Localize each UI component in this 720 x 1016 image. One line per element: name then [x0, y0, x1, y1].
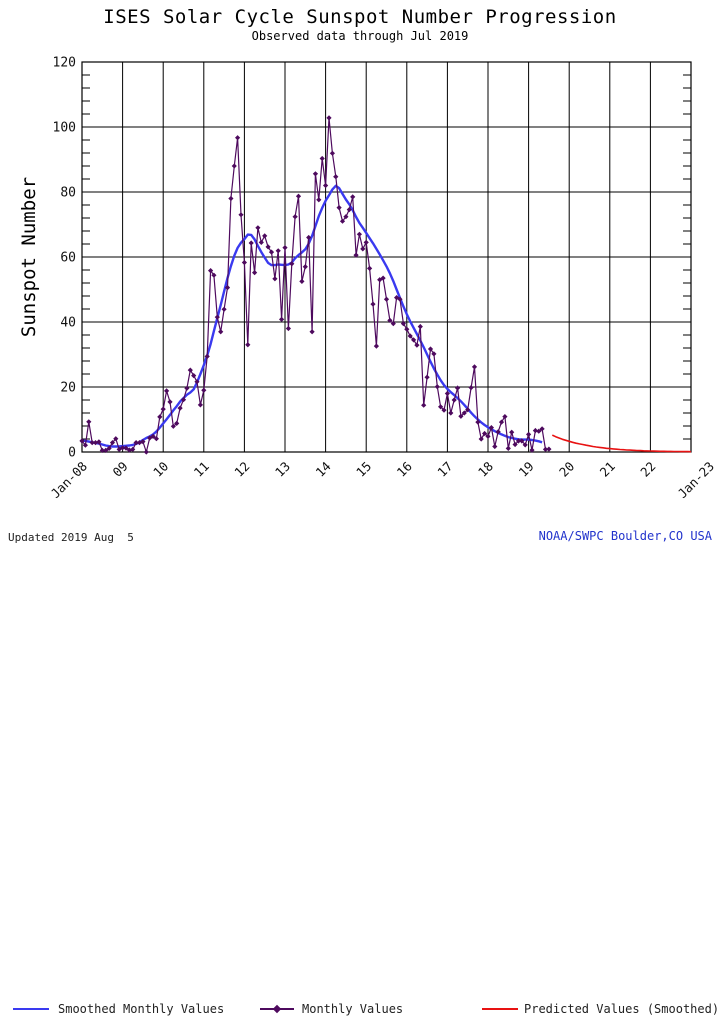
y-tick-label: 20: [60, 381, 76, 396]
chart-subtitle: Observed data through Jul 2019: [251, 29, 469, 43]
x-tick-label: 19: [515, 459, 536, 480]
x-tick-label: Jan-08: [48, 459, 91, 502]
y-tick-label: 60: [60, 251, 76, 266]
y-tick-label: 80: [60, 186, 76, 201]
x-tick-label: 20: [556, 459, 577, 480]
x-tick-label: 10: [150, 459, 171, 480]
chart-title: ISES Solar Cycle Sunspot Number Progress…: [103, 6, 617, 28]
x-tick-label: 22: [637, 459, 658, 480]
updated-date-text: Updated 2019 Aug 5: [8, 531, 134, 544]
x-tick-label: 18: [475, 459, 496, 480]
legend: Smoothed Monthly Values Monthly Values P…: [0, 500, 720, 1016]
x-tick-label: 14: [312, 459, 333, 480]
x-tick-label: 21: [597, 459, 618, 480]
series-line-predicted: [551, 434, 692, 453]
series-line-monthly: [81, 117, 549, 453]
x-tick-label: 16: [394, 459, 415, 480]
x-tick-label: 09: [109, 459, 130, 480]
y-tick-label: 40: [60, 316, 76, 331]
x-tick-label: 15: [353, 459, 374, 480]
x-tick-label: 12: [231, 459, 252, 480]
legend-predicted-label: Predicted Values (Smoothed): [524, 1002, 720, 1016]
chart-canvas: 0 20 40 60 80 100 120 Jan-08 09 10 11 12 13 14 15 16 17 1…: [48, 56, 718, 502]
solar-cycle-chart-page: { "page": { "title": "ISES Solar Cycle S…: [0, 6, 720, 1016]
series-line-smoothed: [81, 184, 543, 448]
series-monthly-markers: [79, 115, 552, 455]
x-tick-label: 17: [434, 459, 455, 480]
y-tick-label: 100: [53, 121, 76, 136]
legend-smoothed-line-swatch: [13, 1008, 49, 1010]
legend-monthly-diamond-icon: [272, 1004, 282, 1014]
legend-smoothed-label: Smoothed Monthly Values: [58, 1002, 225, 1016]
plot-border: [81, 61, 692, 453]
x-tick-label: 13: [272, 459, 293, 480]
legend-monthly-label: Monthly Values: [302, 1002, 404, 1016]
y-tick-label: 0: [68, 446, 76, 461]
y-tick-label: 120: [53, 56, 76, 71]
x-tick-label: 11: [191, 459, 212, 480]
legend-predicted-line-swatch: [482, 1008, 518, 1010]
noaa-credit-text: NOAA/SWPC Boulder,CO USA: [538, 529, 712, 543]
x-tick-label: Jan-23: [675, 459, 718, 502]
